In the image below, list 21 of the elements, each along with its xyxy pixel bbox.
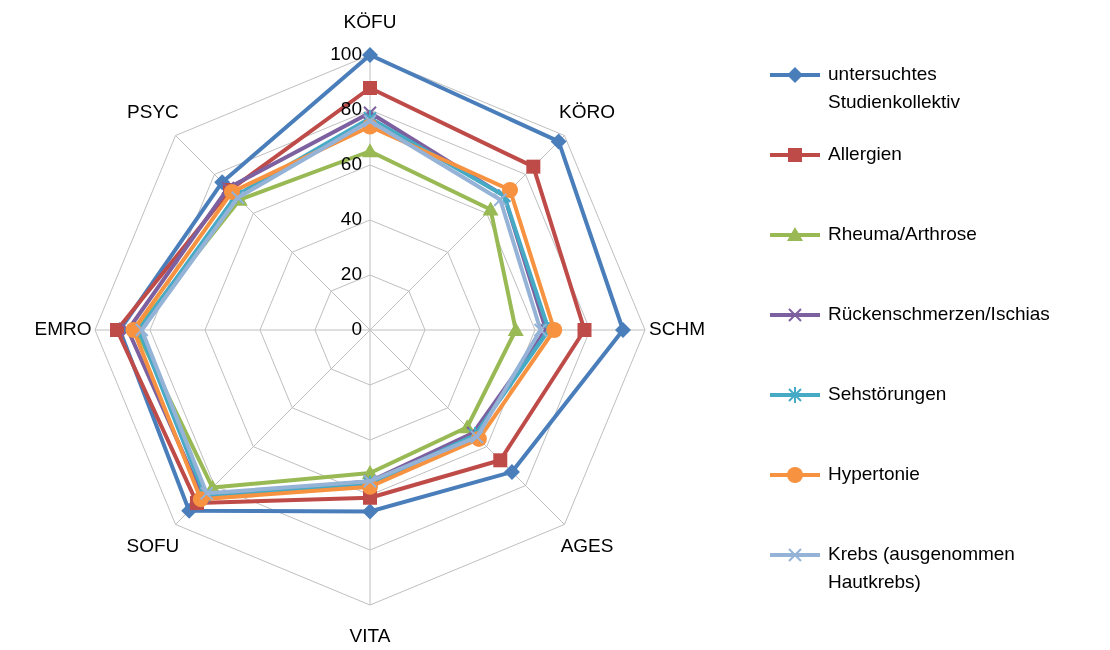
legend-label: Sehstörungen: [828, 383, 947, 405]
spoke-label: SOFU: [126, 535, 180, 557]
spoke-label: KÖFU: [343, 11, 397, 33]
legend-label: untersuchtes Studienkollektiv: [828, 63, 961, 113]
legend-label: Allergien: [828, 143, 902, 165]
spoke-label: AGES: [560, 535, 614, 557]
spoke-label: KÖRO: [559, 100, 616, 122]
spoke-label: VITA: [349, 625, 391, 647]
y-tick-label: 60: [340, 153, 362, 175]
legend-label: Hypertonie: [828, 463, 920, 485]
legend-label: Rheuma/Arthrose: [828, 223, 977, 245]
y-tick-label: 20: [340, 263, 362, 285]
spoke-label: SCHM: [649, 318, 705, 340]
legend-label: Rückenschmerzen/Ischias: [828, 303, 1050, 325]
spoke-label: EMRO: [34, 318, 92, 340]
y-tick-label: 80: [340, 98, 362, 120]
y-tick-label: 0: [351, 318, 362, 340]
legend-label: Krebs (ausgenommen Hautkrebs): [828, 543, 1015, 593]
y-tick-label: 40: [340, 208, 362, 230]
spoke-label: PSYC: [127, 100, 179, 122]
y-tick-label: 100: [330, 43, 362, 65]
